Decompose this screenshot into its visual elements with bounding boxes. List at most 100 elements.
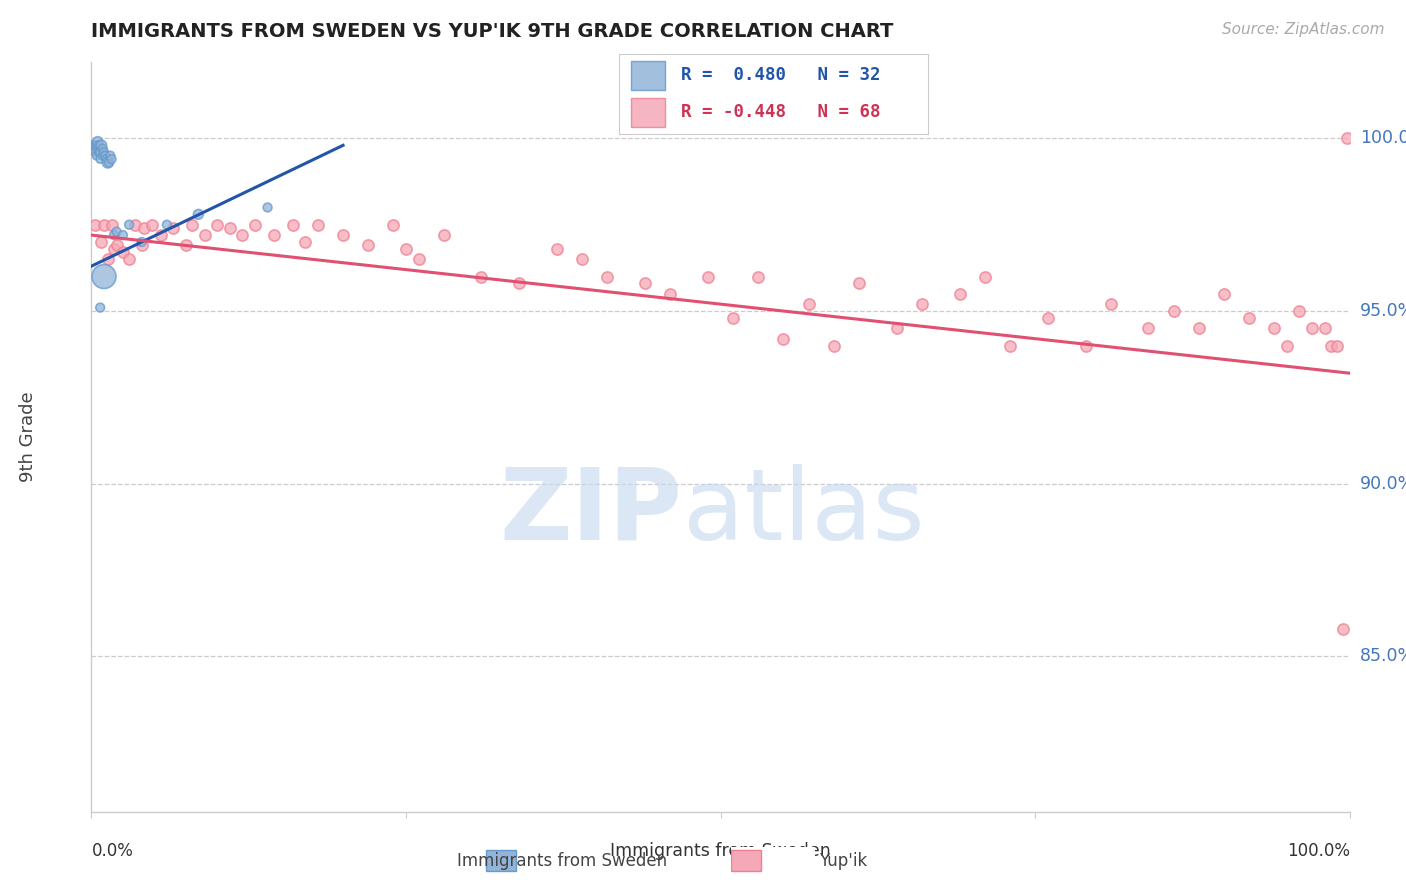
- Point: [634, 277, 657, 291]
- Text: R =  0.480   N = 32: R = 0.480 N = 32: [681, 66, 880, 84]
- Point: [105, 225, 128, 239]
- Point: [332, 228, 354, 243]
- Point: [86, 135, 108, 149]
- Point: [93, 218, 115, 232]
- Text: R = -0.448   N = 68: R = -0.448 N = 68: [681, 103, 880, 121]
- Point: [118, 218, 141, 232]
- Text: 85.0%: 85.0%: [1360, 648, 1406, 665]
- Point: [194, 228, 217, 243]
- Point: [187, 207, 209, 221]
- Point: [395, 242, 418, 256]
- Point: [100, 152, 122, 166]
- Point: [1074, 338, 1097, 352]
- Bar: [631, 61, 665, 90]
- Point: [218, 221, 240, 235]
- Point: [1320, 338, 1343, 352]
- Text: 100.0%: 100.0%: [1286, 842, 1350, 860]
- Point: [1237, 310, 1260, 325]
- Point: [1263, 321, 1285, 335]
- Point: [1036, 310, 1059, 325]
- Point: [1212, 286, 1236, 301]
- Point: [949, 286, 972, 301]
- Point: [1326, 338, 1348, 352]
- Point: [89, 301, 111, 315]
- Point: [134, 221, 156, 235]
- Point: [508, 277, 530, 291]
- Point: [91, 142, 114, 156]
- Point: [93, 145, 115, 160]
- Point: [294, 235, 316, 249]
- Point: [382, 218, 405, 232]
- Point: [90, 138, 112, 153]
- Point: [100, 218, 122, 232]
- Point: [307, 218, 329, 232]
- Point: [1336, 131, 1358, 145]
- Point: [1099, 297, 1122, 311]
- Point: [263, 228, 285, 243]
- Point: [97, 155, 120, 169]
- Text: 100.0%: 100.0%: [1360, 129, 1406, 147]
- Point: [141, 218, 163, 232]
- Text: 90.0%: 90.0%: [1360, 475, 1406, 492]
- Text: IMMIGRANTS FROM SWEDEN VS YUP'IK 9TH GRADE CORRELATION CHART: IMMIGRANTS FROM SWEDEN VS YUP'IK 9TH GRA…: [91, 22, 894, 41]
- Point: [357, 238, 380, 252]
- Point: [97, 252, 120, 267]
- Point: [103, 242, 125, 256]
- Point: [243, 218, 266, 232]
- Point: [84, 145, 107, 160]
- Point: [111, 228, 134, 243]
- Point: [998, 338, 1021, 352]
- Point: [94, 149, 117, 163]
- Point: [111, 245, 134, 260]
- Point: [156, 218, 179, 232]
- Point: [848, 277, 870, 291]
- Point: [772, 332, 794, 346]
- Point: [1137, 321, 1160, 335]
- Text: Immigrants from Sweden: Immigrants from Sweden: [610, 842, 831, 860]
- Bar: [486, 850, 516, 871]
- Point: [973, 269, 995, 284]
- Point: [84, 138, 107, 153]
- Point: [181, 218, 204, 232]
- Point: [149, 228, 172, 243]
- Point: [1288, 304, 1310, 318]
- Point: [87, 138, 110, 153]
- Point: [89, 152, 111, 166]
- Text: Immigrants from Sweden: Immigrants from Sweden: [457, 852, 668, 870]
- Point: [721, 310, 744, 325]
- Text: Source: ZipAtlas.com: Source: ZipAtlas.com: [1222, 22, 1385, 37]
- Point: [83, 142, 105, 156]
- Point: [1163, 304, 1185, 318]
- Point: [131, 235, 153, 249]
- Point: [1188, 321, 1211, 335]
- Point: [1301, 321, 1323, 335]
- Point: [82, 138, 104, 153]
- Text: 0.0%: 0.0%: [91, 842, 134, 860]
- Point: [408, 252, 430, 267]
- Point: [659, 286, 682, 301]
- Point: [86, 149, 108, 163]
- Point: [546, 242, 568, 256]
- Point: [86, 142, 108, 156]
- Point: [470, 269, 492, 284]
- Point: [886, 321, 908, 335]
- Text: 95.0%: 95.0%: [1360, 302, 1406, 320]
- Point: [433, 228, 456, 243]
- Point: [571, 252, 593, 267]
- Point: [89, 145, 111, 160]
- Point: [118, 252, 141, 267]
- Point: [105, 238, 128, 252]
- Point: [1333, 622, 1355, 636]
- Point: [84, 218, 107, 232]
- Point: [98, 149, 121, 163]
- Point: [96, 152, 118, 166]
- Text: 9th Grade: 9th Grade: [20, 392, 38, 483]
- Point: [103, 228, 125, 243]
- Point: [596, 269, 619, 284]
- Point: [1313, 321, 1336, 335]
- Text: Yup'ik: Yup'ik: [820, 852, 868, 870]
- Point: [124, 218, 146, 232]
- Point: [91, 149, 114, 163]
- Point: [823, 338, 845, 352]
- Point: [256, 201, 278, 215]
